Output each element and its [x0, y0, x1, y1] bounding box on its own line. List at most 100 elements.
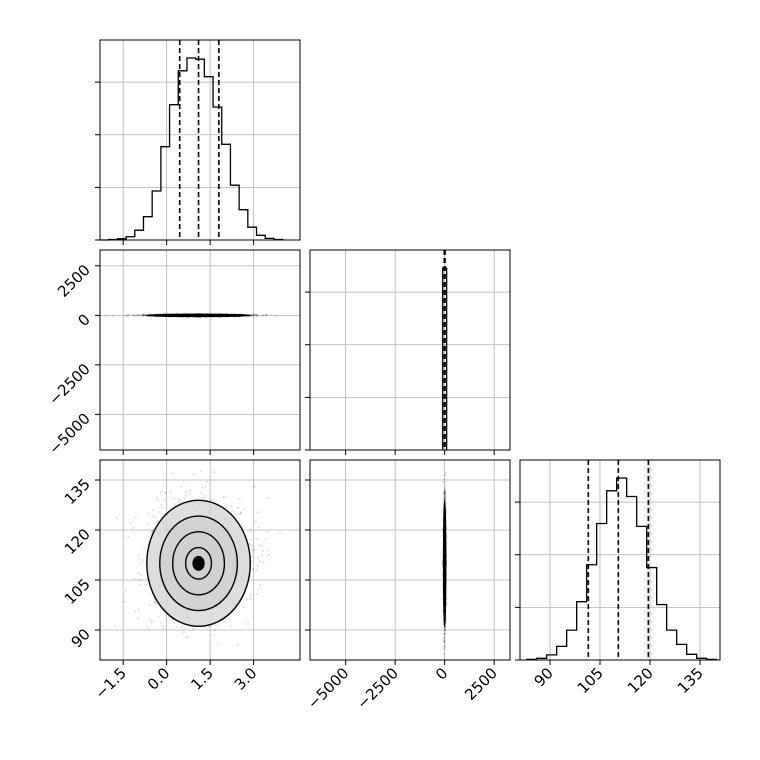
sample-point [443, 494, 447, 498]
sample-point [149, 669, 151, 671]
density-peak [192, 555, 205, 571]
sample-point [275, 314, 278, 317]
sample-point [153, 601, 156, 605]
sample-point [151, 529, 154, 532]
x-tick-label: 2500 [461, 664, 501, 704]
sample-point [443, 493, 447, 496]
sample-point [255, 314, 258, 317]
sample-point [142, 314, 145, 317]
sample-point [142, 314, 145, 317]
sample-point [128, 522, 131, 525]
sample-point [265, 314, 269, 317]
sample-point [162, 627, 165, 630]
sample-point [444, 633, 447, 636]
sample-point [270, 314, 273, 317]
sample-point [258, 560, 261, 563]
sample-point [183, 497, 186, 500]
sample-point [223, 620, 227, 624]
sample-point [242, 605, 246, 608]
sample-point [443, 628, 447, 631]
sample-point [250, 313, 253, 316]
sample-point [161, 506, 164, 509]
sample-point [213, 629, 216, 632]
sample-point [230, 625, 233, 628]
sample-point [252, 549, 255, 552]
sample-point [443, 490, 446, 493]
sample-point [132, 313, 135, 317]
sample-point [267, 554, 271, 557]
sample-point [126, 314, 129, 317]
sample-point [236, 506, 240, 510]
x-tick-label: 0.0 [144, 664, 174, 694]
sample-point [158, 510, 161, 513]
sample-point [115, 517, 118, 520]
sample-point [211, 499, 214, 502]
sample-point [155, 603, 158, 606]
sample-point [155, 520, 159, 524]
sample-point [148, 512, 151, 516]
pair-panel-p0-p2: −1.5 0.0 1.5 3.0 90 105 120 135 [61, 459, 301, 703]
sample-point [266, 549, 269, 552]
y-tick-label: 2500 [54, 261, 94, 301]
sample-point [133, 577, 136, 581]
sample-point [259, 584, 262, 587]
sample-point [250, 544, 254, 547]
sample-point [137, 557, 141, 560]
x-tick-label: −1.5 [92, 664, 130, 702]
density-peak [442, 555, 447, 571]
sample-point [443, 474, 446, 477]
histogram-p1 [305, 249, 511, 455]
contour-line-3 [146, 499, 251, 628]
sample-point [443, 644, 446, 647]
sample-point [145, 583, 148, 587]
sample-point [185, 636, 188, 639]
sample-point [443, 480, 446, 483]
sample-point [256, 564, 259, 567]
sample-point [443, 491, 446, 494]
sample-point [443, 646, 446, 649]
sample-point [442, 647, 446, 651]
pair-panel-p1-p2: −5000 −2500 0 2500 [304, 459, 511, 713]
sample-point [203, 494, 206, 498]
contour-line-2 [159, 515, 239, 612]
sample-point [249, 598, 252, 601]
sample-point [255, 314, 258, 317]
sample-point [143, 547, 146, 550]
sample-point [262, 549, 265, 552]
sample-point [143, 313, 147, 317]
sample-point [238, 512, 242, 516]
y-tick-label: 120 [61, 525, 94, 558]
sample-point [138, 578, 141, 582]
sample-point [267, 497, 270, 500]
sample-point [192, 627, 196, 630]
sample-point [443, 636, 446, 639]
sample-point [147, 535, 151, 538]
sample-point [444, 471, 448, 474]
sample-point [213, 471, 216, 474]
sample-point [443, 493, 447, 496]
sample-point [125, 314, 128, 317]
sample-point [254, 520, 257, 523]
sample-point [256, 313, 259, 316]
sample-point [154, 600, 157, 603]
y-tick-label: −5000 [45, 409, 94, 458]
sample-point [253, 485, 256, 488]
histogram-p0 [95, 39, 301, 245]
sample-point [136, 313, 139, 316]
density-layer [114, 468, 282, 671]
pair-panel-p0-p1: −5000−2500 0 2500 [45, 249, 301, 458]
sample-point [155, 496, 158, 499]
sample-point [443, 491, 447, 495]
sample-point [111, 314, 114, 318]
sample-point [207, 625, 211, 628]
sample-point [443, 640, 446, 644]
sample-point [230, 506, 233, 509]
sample-point [243, 507, 246, 510]
x-tick-label: 3.0 [231, 664, 261, 694]
sample-point [264, 537, 268, 540]
sample-point [199, 470, 202, 473]
sample-point [132, 313, 135, 317]
sample-point [443, 492, 447, 495]
sample-point [252, 314, 256, 317]
